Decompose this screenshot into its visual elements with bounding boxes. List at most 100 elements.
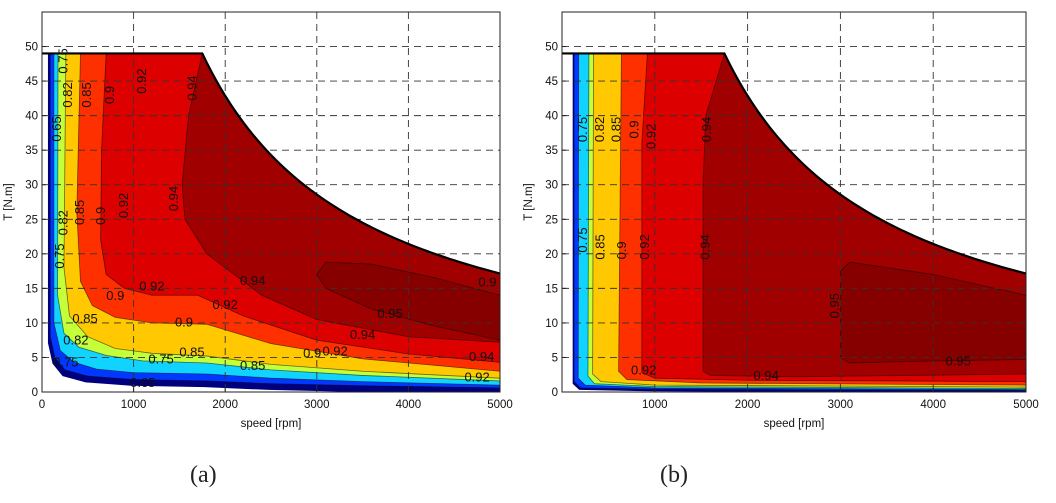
contour-label: 0.85 <box>79 82 94 107</box>
contour-label: 0.9 <box>614 241 629 259</box>
x-tick-label: 1000 <box>121 399 147 411</box>
contour-labels: 0.75 0.85 0.9 0.92 0.940.75 0.82 0.85 0.9 0.92 0.… <box>575 117 971 383</box>
contour-label: 0.92 <box>116 193 131 218</box>
contour-label: 0.82 <box>56 210 71 235</box>
contour-label: 0.94 <box>469 349 494 364</box>
contour-label: 0.82 <box>63 333 88 348</box>
contour-label: 0.75 <box>53 355 78 370</box>
axes-frame <box>561 11 1027 393</box>
contour-label: 0.94 <box>185 75 200 100</box>
y-tick-label: 40 <box>25 111 38 123</box>
contour-label: 0.92 <box>134 68 149 93</box>
contour-label: 0.9 <box>106 288 124 303</box>
contour-label: 0.94 <box>699 117 714 142</box>
contour-label: 0.85 <box>608 117 623 142</box>
x-tick-label: 2000 <box>212 399 238 411</box>
x-axis-label: speed [rpm] <box>241 418 302 430</box>
contour-label: 0.75 <box>575 117 590 142</box>
contour-fills <box>571 53 1026 393</box>
x-axis-label: speed [rpm] <box>764 418 825 430</box>
y-tick-label: 20 <box>25 249 38 261</box>
y-tick-label: 25 <box>545 214 558 226</box>
contour-label: 0.85 <box>72 200 87 225</box>
caption-b: (b) <box>660 462 688 488</box>
contour-label: 0.95 <box>377 306 402 321</box>
x-tick-label: 4000 <box>396 399 422 411</box>
x-tick-label: 2000 <box>735 399 761 411</box>
contour-label: 0.65 <box>49 116 64 141</box>
contour-label: 0.85 <box>179 345 204 360</box>
y-tick-label: 45 <box>545 76 558 88</box>
y-axis-label: T [N.m] <box>3 183 15 220</box>
y-tick-label: 35 <box>545 145 558 157</box>
y-tick-label: 0 <box>32 387 38 399</box>
contour-label: 0.94 <box>240 273 265 288</box>
contour-label: 0.9 <box>102 86 117 104</box>
contour-label: 0.94 <box>697 234 712 259</box>
y-tick-label: 20 <box>545 249 558 261</box>
x-tick-label: 4000 <box>920 399 946 411</box>
y-tick-label: 50 <box>545 42 558 54</box>
contour-label: 0.85 <box>240 358 265 373</box>
contour-label: 0.82 <box>60 82 75 107</box>
tick-labels: 1000 2000 3000 4000 5000 0 5 10 15 20 25 30 35 40 45 50 <box>545 42 1039 411</box>
contour-label: 0.65 <box>130 375 155 390</box>
caption-a: (a) <box>190 462 217 488</box>
x-tick-label: 0 <box>39 399 45 411</box>
y-axis-label: T [N.m] <box>523 183 535 220</box>
panel-a: 0 1000 2000 3000 4000 5000 0 5 10 15 20 25 30 35 40 45 5… <box>3 11 513 430</box>
contour-label: 0.75 <box>52 243 67 268</box>
y-tick-label: 45 <box>25 76 38 88</box>
contour-label: 0.9 <box>93 207 108 225</box>
contour-label: 0.95 <box>827 293 842 318</box>
x-tick-label: 3000 <box>304 399 330 411</box>
y-tick-label: 40 <box>545 111 558 123</box>
y-tick-label: 15 <box>25 283 38 295</box>
contour-label: 0.75 <box>55 48 70 73</box>
y-tick-label: 10 <box>25 318 38 330</box>
contour-label: 0.92 <box>637 234 652 259</box>
y-tick-label: 25 <box>25 214 38 226</box>
contour-label: 0.85 <box>72 311 97 326</box>
x-tick-label: 5000 <box>1013 399 1039 411</box>
torque-envelope-line <box>42 52 501 275</box>
axes-frame <box>41 11 501 393</box>
contour-label: 0.94 <box>350 327 375 342</box>
contour-label: 0.75 <box>575 227 590 252</box>
x-tick-label: 3000 <box>828 399 854 411</box>
contour-label: 0.92 <box>322 343 347 358</box>
y-tick-label: 5 <box>32 352 38 364</box>
contour-label: 0.92 <box>631 363 656 378</box>
contour-label: 0.9 <box>478 274 496 289</box>
panel-b: 1000 2000 3000 4000 5000 0 5 10 15 20 25 30 35 40 45 50… <box>523 11 1039 430</box>
x-tick-label: 5000 <box>487 399 513 411</box>
y-tick-label: 30 <box>25 180 38 192</box>
contour-label: 0.94 <box>166 186 181 211</box>
y-tick-label: 15 <box>545 283 558 295</box>
grid <box>562 12 1026 392</box>
torque-envelope-line <box>562 52 1027 275</box>
contour-label: 0.92 <box>139 278 164 293</box>
contour-label: 0.9 <box>303 345 321 360</box>
y-tick-label: 5 <box>552 352 558 364</box>
contour-labels: 0.650.75 0.850.90.920.90.920.940.950.940.… <box>49 48 496 390</box>
contour-label: 0.85 <box>592 234 607 259</box>
contour-label: 0.75 <box>148 351 173 366</box>
contour-label: 0.9 <box>626 120 641 138</box>
y-tick-label: 0 <box>552 387 558 399</box>
y-tick-label: 35 <box>25 145 38 157</box>
contour-label: 0.95 <box>946 354 971 369</box>
grid <box>42 12 500 392</box>
x-tick-label: 1000 <box>642 399 668 411</box>
contour-label: 0.94 <box>754 368 779 383</box>
contour-label: 0.92 <box>643 124 658 149</box>
y-tick-label: 50 <box>25 42 38 54</box>
contour-label: 0.82 <box>592 117 607 142</box>
contour-label: 0.92 <box>213 297 238 312</box>
y-tick-label: 30 <box>545 180 558 192</box>
contour-label: 0.9 <box>175 314 193 329</box>
y-tick-label: 10 <box>545 318 558 330</box>
contour-label: 0.92 <box>464 369 489 384</box>
tick-labels: 0 1000 2000 3000 4000 5000 0 5 10 15 20 25 30 35 40 45 5… <box>25 42 513 411</box>
